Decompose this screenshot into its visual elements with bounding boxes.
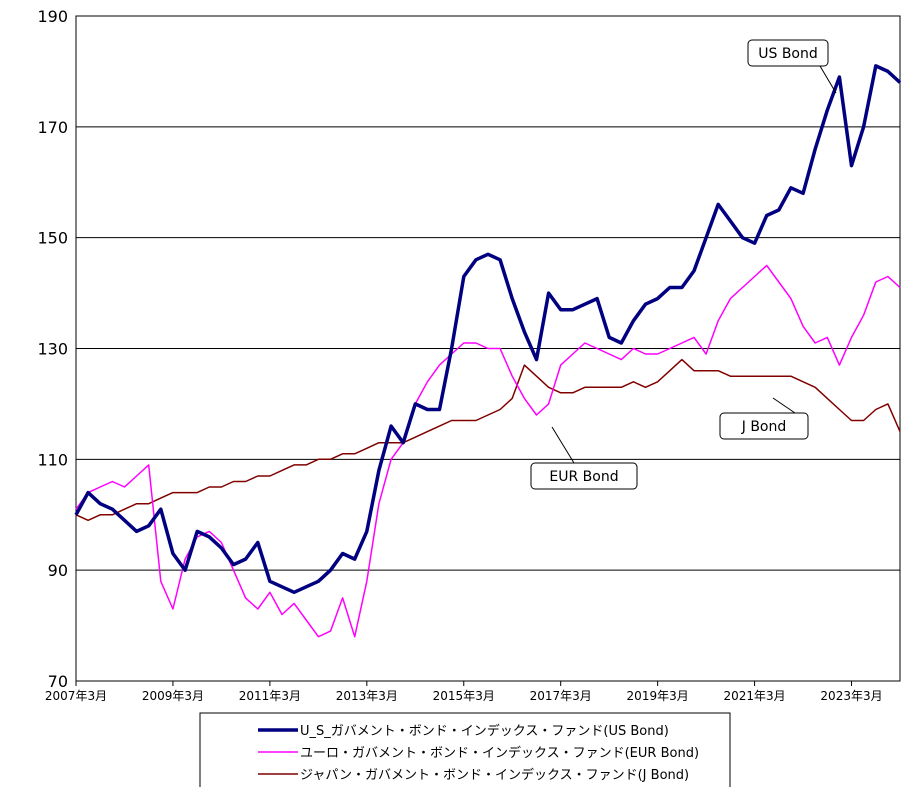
callout-j-bond-label: J Bond [741, 419, 787, 435]
callout-us-bond-box [747, 39, 829, 67]
x-tick-label-2011: 2011年3月 [239, 689, 301, 703]
callout-eur-bond: EUR Bond [530, 426, 638, 490]
x-axis-ticks: 2007年3月 2009年3月 2011年3月 2013年3月 2015年3月 2017年… [45, 681, 883, 703]
x-tick-label-2007: 2007年3月 [45, 689, 107, 703]
y-tick-label-150: 150 [37, 229, 68, 248]
legend: U_S_ガバメント・ボンド・インデックス・ファンド(US Bond) ユーロ・ガ… [199, 712, 731, 787]
plot-area-frame [75, 15, 901, 682]
callout-eur-bond-pointer [551, 426, 575, 464]
series-line-eur-bond [75, 264, 901, 638]
series-line-us-bond [74, 64, 902, 595]
x-tick-label-2017: 2017年3月 [530, 689, 592, 703]
callout-us-bond: US Bond [747, 39, 837, 94]
x-tick-label-2015: 2015年3月 [433, 689, 495, 703]
x-tick-label-2021: 2021年3月 [723, 689, 785, 703]
x-tick-label-2009: 2009年3月 [142, 689, 204, 703]
y-tick-label-130: 130 [37, 340, 68, 359]
x-tick-label-2013: 2013年3月 [336, 689, 398, 703]
y-tick-label-110: 110 [37, 450, 68, 469]
y-tick-label-170: 170 [37, 118, 68, 137]
x-tick-label-2023: 2023年3月 [820, 689, 882, 703]
y-tick-label-70: 70 [48, 672, 68, 691]
callout-us-bond-label: US Bond [758, 46, 818, 62]
x-tick-label-2019: 2019年3月 [627, 689, 689, 703]
series-lines [74, 64, 902, 638]
y-axis-ticks: 70 90 110 130 150 170 190 [37, 7, 68, 691]
callout-j-bond: J Bond [719, 397, 809, 440]
callout-eur-bond-label: EUR Bond [549, 469, 618, 485]
legend-label-eur-bond: ユーロ・ガバメント・ボンド・インデックス・ファンド(EUR Bond) [300, 745, 699, 761]
y-tick-label-190: 190 [37, 7, 68, 26]
series-line-j-bond [75, 358, 901, 522]
legend-label-j-bond: ジャパン・ガバメント・ボンド・インデックス・ファンド(J Bond) [300, 767, 689, 783]
legend-label-us-bond: U_S_ガバメント・ボンド・インデックス・ファンド(US Bond) [300, 723, 669, 739]
callout-us-bond-pointer [819, 65, 837, 94]
callout-eur-bond-box [530, 462, 638, 490]
callout-j-bond-pointer [772, 397, 796, 414]
y-tick-label-90: 90 [48, 561, 68, 580]
callout-j-bond-box [719, 412, 809, 440]
